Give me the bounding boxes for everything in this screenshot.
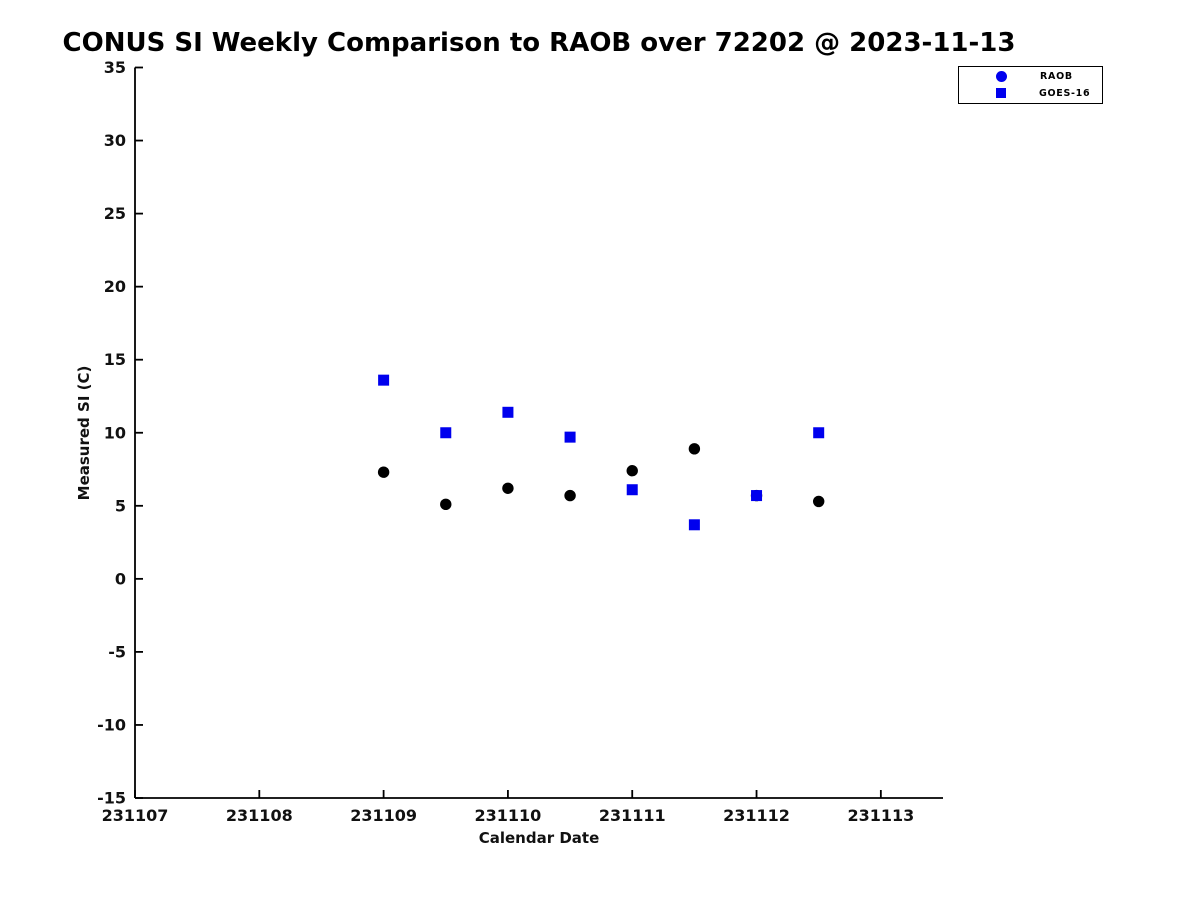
data-point-goes-16 — [688, 519, 700, 531]
data-point-raob — [688, 443, 701, 455]
x-axis-label: Calendar Date — [478, 829, 600, 847]
data-point-raob — [812, 495, 825, 508]
data-point-goes-16 — [626, 484, 638, 496]
legend-label-goes16: GOES-16 — [1039, 87, 1091, 99]
y-tick-label: -15 — [97, 789, 126, 808]
x-tick-label: 231111 — [599, 806, 666, 825]
data-point-raob — [564, 489, 576, 502]
data-point-raob — [502, 482, 514, 494]
x-tick-label: 231113 — [847, 806, 914, 825]
goes16-square-marker-icon — [996, 88, 1006, 99]
y-tick-label: -5 — [108, 642, 126, 661]
x-tick-label: 231110 — [475, 806, 542, 825]
y-tick-label: 25 — [104, 204, 126, 223]
x-tick-label: 231109 — [350, 806, 417, 825]
legend-row-raob: RAOB — [959, 70, 1102, 83]
x-tick-label: 231107 — [102, 806, 169, 825]
y-axis-label: Measured SI (C) — [75, 365, 93, 501]
y-tick-label: 20 — [104, 277, 126, 296]
x-tick-label: 231112 — [723, 806, 790, 825]
data-point-goes-16 — [440, 427, 452, 439]
y-tick-label: 0 — [115, 569, 126, 588]
legend-row-goes16: GOES-16 — [959, 87, 1102, 100]
data-point-goes-16 — [564, 431, 576, 443]
y-tick-label: 35 — [104, 58, 126, 77]
y-tick-label: 30 — [104, 131, 126, 150]
y-tick-label: 5 — [115, 496, 126, 515]
y-tick-label: -10 — [97, 715, 126, 734]
legend-label-raob: RAOB — [1040, 71, 1073, 83]
data-point-goes-16 — [813, 427, 825, 439]
data-point-raob — [440, 498, 452, 511]
data-point-goes-16 — [378, 374, 390, 386]
data-point-raob — [626, 465, 638, 477]
raob-circle-marker-icon — [996, 71, 1007, 83]
data-point-goes-16 — [502, 406, 514, 418]
x-tick-label: 231108 — [226, 806, 293, 825]
chart-title: CONUS SI Weekly Comparison to RAOB over … — [62, 28, 1016, 58]
data-point-goes-16 — [751, 490, 763, 502]
y-tick-label: 15 — [104, 350, 126, 369]
y-tick-label: 10 — [104, 423, 126, 442]
legend: RAOB GOES-16 — [958, 66, 1103, 104]
data-point-raob — [377, 466, 390, 478]
